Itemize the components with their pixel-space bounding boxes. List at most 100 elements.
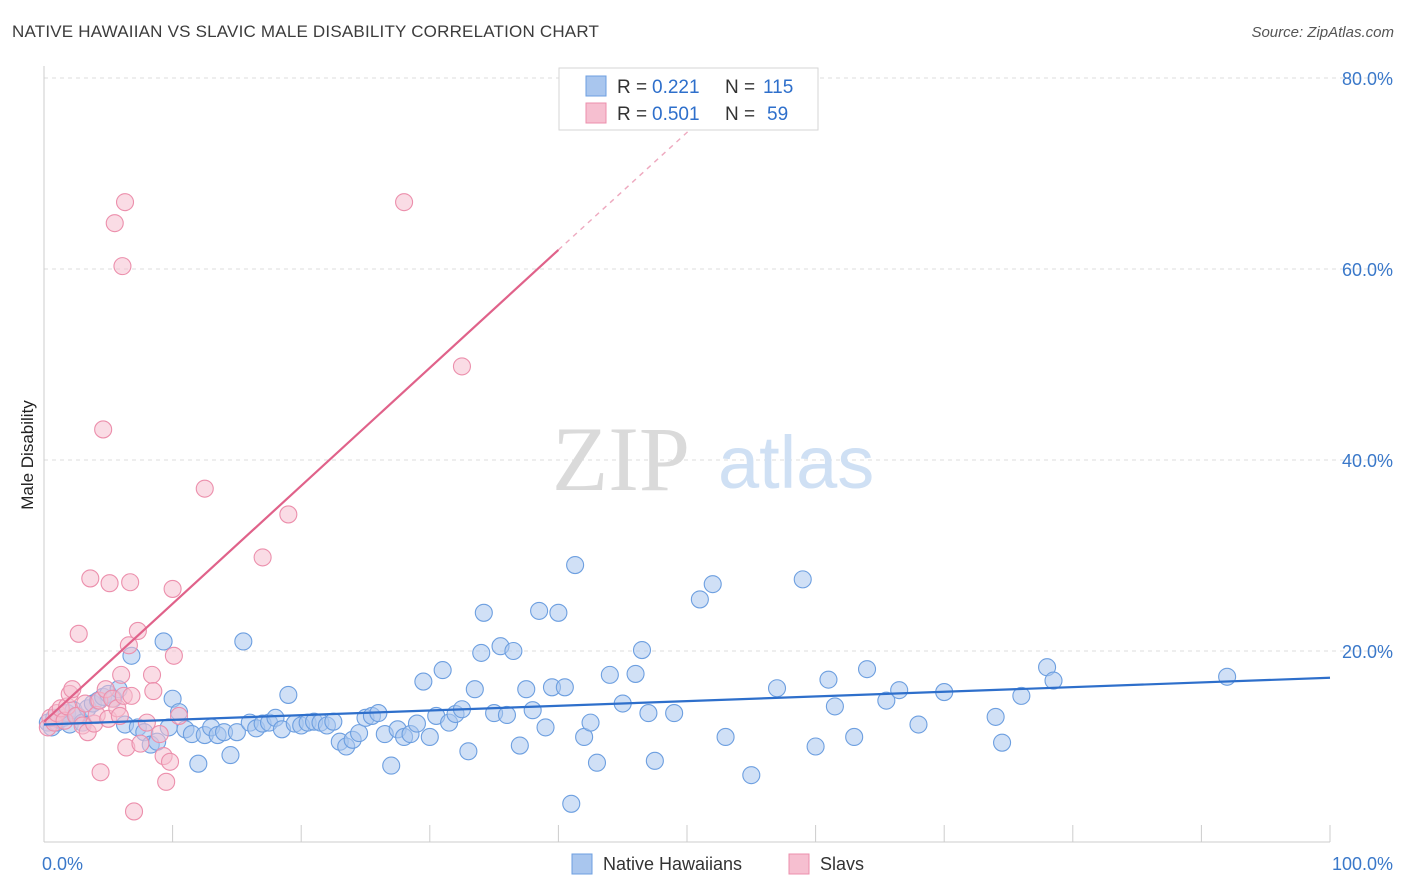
data-point — [600, 665, 619, 684]
data-point — [909, 715, 928, 734]
data-point — [382, 756, 401, 775]
data-point — [474, 603, 493, 622]
data-point — [169, 706, 189, 725]
bottom-legend-label: Native Hawaiians — [603, 854, 742, 874]
x-tick-label: 100.0% — [1332, 854, 1393, 874]
data-point — [536, 718, 555, 737]
watermark: ZIP atlas — [552, 408, 874, 510]
watermark-atlas: atlas — [718, 421, 874, 504]
data-point — [150, 725, 169, 744]
data-point — [530, 601, 549, 620]
data-point — [566, 555, 585, 575]
trend-lines — [43, 96, 1331, 726]
data-point — [806, 737, 825, 756]
data-point — [69, 624, 88, 643]
data-point — [581, 713, 600, 732]
data-point — [517, 680, 536, 699]
data-point — [819, 670, 838, 689]
data-point — [157, 772, 176, 791]
data-point — [91, 763, 110, 782]
data-point — [587, 753, 607, 772]
y-axis-label: Male Disability — [18, 400, 37, 510]
gridlines — [44, 77, 1395, 652]
data-point — [142, 665, 162, 684]
legend-r-label: R = — [617, 77, 647, 98]
data-point — [632, 640, 652, 660]
legend-swatch-blue — [585, 75, 607, 97]
legend-swatch-pink — [585, 102, 607, 124]
data-point — [1012, 686, 1031, 705]
data-point — [324, 712, 343, 731]
data-point — [94, 420, 113, 439]
data-point — [986, 707, 1005, 726]
data-point — [993, 733, 1012, 752]
data-point — [665, 704, 684, 723]
data-point — [742, 766, 761, 785]
data-point — [857, 660, 877, 679]
data-point — [112, 665, 131, 684]
data-point — [131, 734, 150, 753]
data-point — [793, 570, 812, 589]
data-point — [877, 691, 896, 710]
series-slavs — [38, 193, 472, 821]
data-point — [890, 681, 909, 700]
bottom-legend-swatch-blue — [571, 853, 593, 875]
data-point — [703, 575, 722, 594]
data-point — [523, 701, 542, 720]
trend-line-extension — [557, 96, 727, 251]
data-point — [420, 727, 439, 747]
y-tick-label: 60.0% — [1342, 260, 1393, 280]
data-point — [189, 754, 208, 773]
data-point — [122, 686, 141, 705]
legend-box: R = 0.221 N = 115 R = 0.501 N = 59 — [558, 67, 819, 131]
legend-n-value: 59 — [767, 104, 788, 125]
data-point — [510, 736, 529, 755]
chart-title: NATIVE HAWAIIAN VS SLAVIC MALE DISABILIT… — [12, 22, 600, 41]
data-point — [279, 505, 298, 524]
series-native-hawaiians — [38, 555, 1237, 813]
data-point — [845, 727, 864, 747]
legend-n-value: 115 — [763, 77, 793, 98]
data-point — [115, 193, 135, 212]
data-point — [124, 802, 144, 821]
legend-r-value: 0.501 — [652, 104, 700, 125]
data-point — [163, 579, 182, 598]
data-point — [555, 678, 574, 697]
legend-r-label: R = — [617, 104, 647, 125]
data-point — [350, 724, 369, 743]
data-point — [154, 632, 173, 651]
data-point — [105, 214, 124, 233]
data-point — [549, 603, 568, 622]
trend-line — [43, 249, 560, 723]
data-point — [645, 751, 664, 770]
data-point — [472, 643, 491, 662]
data-point — [100, 574, 119, 593]
source-label: Source: ZipAtlas.com — [1251, 24, 1394, 41]
data-point — [1044, 671, 1063, 690]
data-point — [825, 697, 844, 716]
legend-n-label: N = — [725, 77, 755, 98]
tick-labels: 20.0% 40.0% 60.0% 80.0% 0.0% 100.0% — [42, 69, 1393, 874]
data-point — [81, 569, 100, 588]
data-point — [459, 742, 478, 761]
legend-r-value: 0.221 — [652, 77, 700, 98]
data-point — [128, 621, 147, 640]
data-point — [160, 752, 180, 771]
data-point — [414, 672, 433, 691]
data-point — [227, 723, 246, 742]
y-tick-label: 80.0% — [1342, 69, 1393, 89]
data-point — [144, 682, 163, 701]
y-tick-label: 20.0% — [1342, 642, 1393, 662]
bottom-legend-swatch-pink — [788, 853, 810, 875]
legend-n-label: N = — [725, 104, 755, 125]
y-tick-label: 40.0% — [1342, 451, 1393, 471]
data-point — [690, 590, 709, 609]
data-point — [433, 661, 452, 680]
data-point — [395, 193, 414, 212]
data-point — [221, 746, 240, 765]
data-point — [452, 357, 472, 376]
data-point — [639, 704, 658, 723]
data-point — [195, 479, 214, 498]
data-point — [110, 706, 129, 725]
